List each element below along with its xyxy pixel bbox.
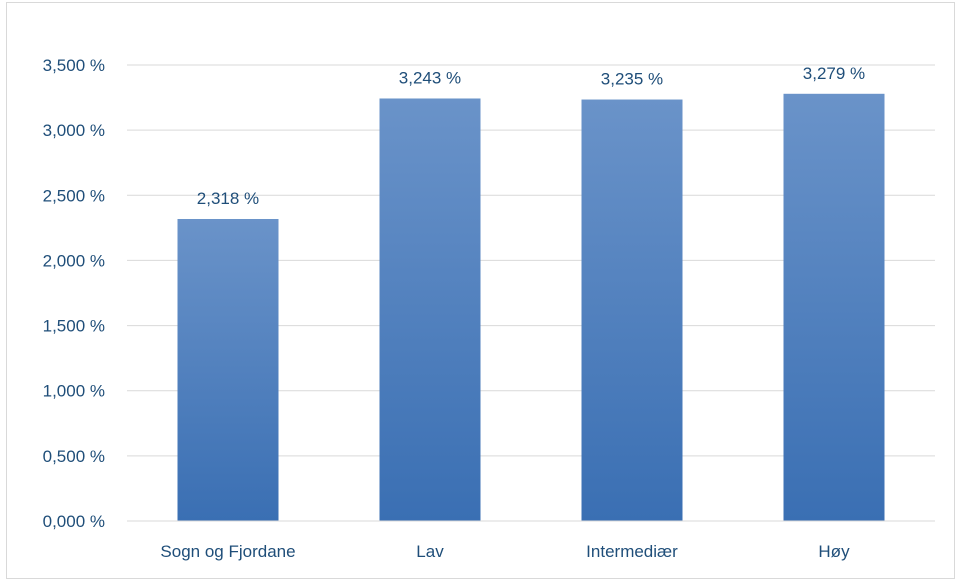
y-tick-label: 0,000 % (43, 512, 105, 531)
bar-data-label: 3,243 % (399, 68, 461, 87)
bar (581, 99, 683, 522)
bar-data-label: 3,279 % (803, 64, 865, 83)
bar (783, 93, 885, 521)
bar-data-label: 2,318 % (197, 189, 259, 208)
x-category-label: Lav (416, 542, 444, 561)
x-category-label: Sogn og Fjordane (160, 542, 295, 561)
data-labels: 2,318 % 3,243 % 3,235 % 3,279 % (197, 64, 865, 208)
x-category-label: Intermediær (586, 542, 678, 561)
y-tick-label: 3,500 % (43, 56, 105, 75)
y-tick-label: 1,500 % (43, 317, 105, 336)
y-tick-label: 1,000 % (43, 382, 105, 401)
bar (379, 98, 481, 521)
x-axis-category-labels: Sogn og Fjordane Lav Intermediær Høy (160, 542, 850, 561)
y-tick-label: 0,500 % (43, 447, 105, 466)
y-tick-label: 3,000 % (43, 121, 105, 140)
bar-data-label: 3,235 % (601, 70, 663, 89)
x-category-label: Høy (818, 542, 850, 561)
y-tick-label: 2,500 % (43, 186, 105, 205)
bar (177, 218, 279, 521)
bars (177, 93, 885, 522)
y-axis-tick-labels: 0,000 % 0,500 % 1,000 % 1,500 % 2,000 % 2,500… (43, 56, 105, 531)
y-tick-label: 2,000 % (43, 251, 105, 270)
